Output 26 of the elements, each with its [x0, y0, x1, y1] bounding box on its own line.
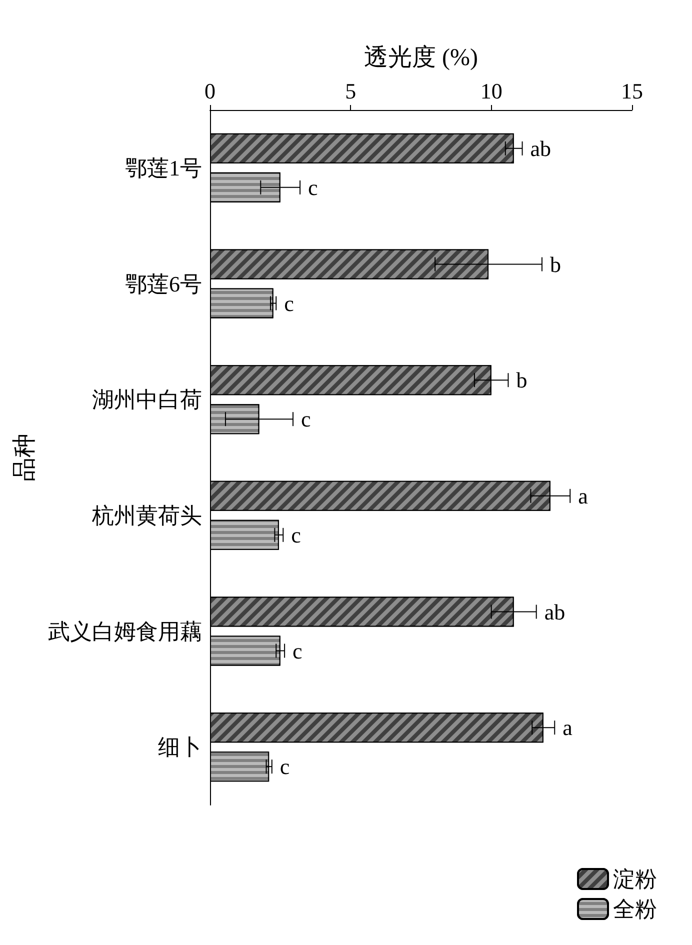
y-tick-label: 细卜 — [158, 734, 202, 760]
y-tick-label: 杭州黄荷头 — [91, 502, 202, 528]
annotation: c — [291, 522, 302, 548]
annotation: c — [284, 290, 294, 316]
y-axis-title: 品种 — [12, 434, 38, 482]
x-tick-label: 5 — [345, 78, 356, 104]
x-tick-label: 0 — [204, 78, 216, 104]
annotation: b — [516, 368, 528, 393]
annotation: a — [578, 483, 588, 508]
annotation: c — [300, 406, 311, 432]
y-tick-label: 鄂莲1号 — [125, 155, 202, 180]
annotation: a — [562, 715, 573, 740]
y-tick-label: 湖州中白荷 — [92, 387, 202, 412]
x-tick-label: 10 — [480, 78, 502, 104]
annotation: b — [550, 252, 561, 277]
x-tick-label: 15 — [621, 78, 643, 104]
legend-label: 全粉 — [613, 896, 657, 922]
annotation: ab — [530, 136, 552, 161]
y-tick-label: 鄂莲6号 — [125, 271, 202, 296]
legend-label: 淀粉 — [613, 866, 657, 892]
annotation: c — [280, 754, 290, 780]
y-tick-label: 武义白姆食用藕 — [48, 618, 202, 644]
annotation: c — [308, 174, 318, 200]
annotation: ab — [544, 599, 566, 624]
annotation: c — [292, 638, 303, 664]
x-axis-title: 透光度 (%) — [364, 44, 478, 71]
